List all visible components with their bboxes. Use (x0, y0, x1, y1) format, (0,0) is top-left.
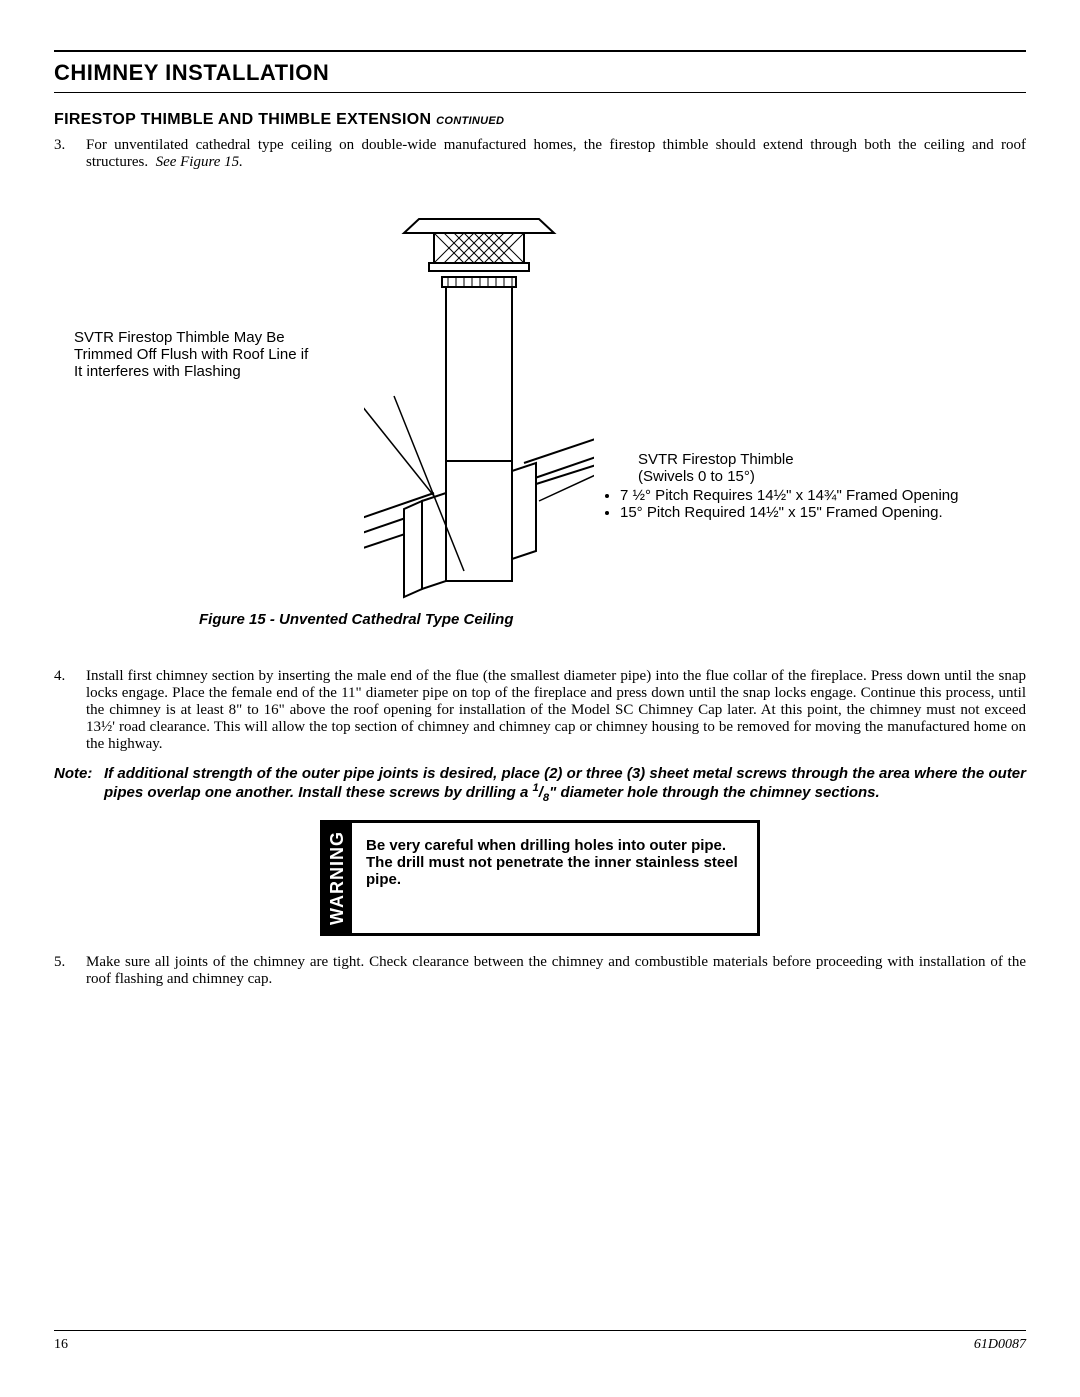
figure-diagram (364, 201, 594, 601)
item-number: 5. (54, 954, 86, 988)
note-block: Note: If additional strength of the oute… (54, 765, 1026, 804)
figure-left-annotation: SVTR Firestop Thimble May Be Trimmed Off… (74, 329, 364, 380)
section-subtitle: FIRESTOP THIMBLE AND THIMBLE EXTENSION C… (54, 111, 1026, 129)
warning-tab: WARNING (323, 823, 352, 933)
page-footer: 16 61D0087 (54, 1330, 1026, 1353)
figure-15: SVTR Firestop Thimble May Be Trimmed Off… (54, 201, 1026, 628)
list-item-3: 3. For unventilated cathedral type ceili… (54, 137, 1026, 171)
top-rule (54, 50, 1026, 52)
page-title: CHIMNEY INSTALLATION (54, 60, 1026, 86)
item-number: 3. (54, 137, 86, 171)
item-text: Make sure all joints of the chimney are … (86, 954, 1026, 988)
note-label: Note: (54, 765, 104, 804)
figure-right-annotation: SVTR Firestop Thimble (Swivels 0 to 15°)… (602, 451, 1012, 521)
instruction-list-cont: 4. Install first chimney section by inse… (54, 668, 1026, 753)
see-figure-ref: See Figure 15. (156, 154, 243, 170)
subtitle-text: FIRESTOP THIMBLE AND THIMBLE EXTENSION (54, 111, 431, 128)
list-item-5: 5. Make sure all joints of the chimney a… (54, 954, 1026, 988)
figure-caption: Figure 15 - Unvented Cathedral Type Ceil… (199, 611, 1026, 628)
item-text: For unventilated cathedral type ceiling … (86, 137, 1026, 171)
figure-bullet: 15° Pitch Required 14½" x 15" Framed Ope… (620, 504, 1012, 521)
subtitle-continued: CONTINUED (436, 115, 504, 127)
warning-body: Be very careful when drilling holes into… (352, 823, 757, 933)
item-number: 4. (54, 668, 86, 753)
figure-bullet: 7 ½° Pitch Requires 14½" x 14¾" Framed O… (620, 487, 1012, 504)
instruction-list-cont2: 5. Make sure all joints of the chimney a… (54, 954, 1026, 988)
note-body: If additional strength of the outer pipe… (104, 765, 1026, 804)
page-number: 16 (54, 1337, 68, 1353)
item-text: Install first chimney section by inserti… (86, 668, 1026, 753)
document-number: 61D0087 (974, 1337, 1026, 1353)
warning-box: WARNING Be very careful when drilling ho… (320, 820, 760, 936)
instruction-list: 3. For unventilated cathedral type ceili… (54, 137, 1026, 171)
list-item-4: 4. Install first chimney section by inse… (54, 668, 1026, 753)
under-title-rule (54, 92, 1026, 93)
